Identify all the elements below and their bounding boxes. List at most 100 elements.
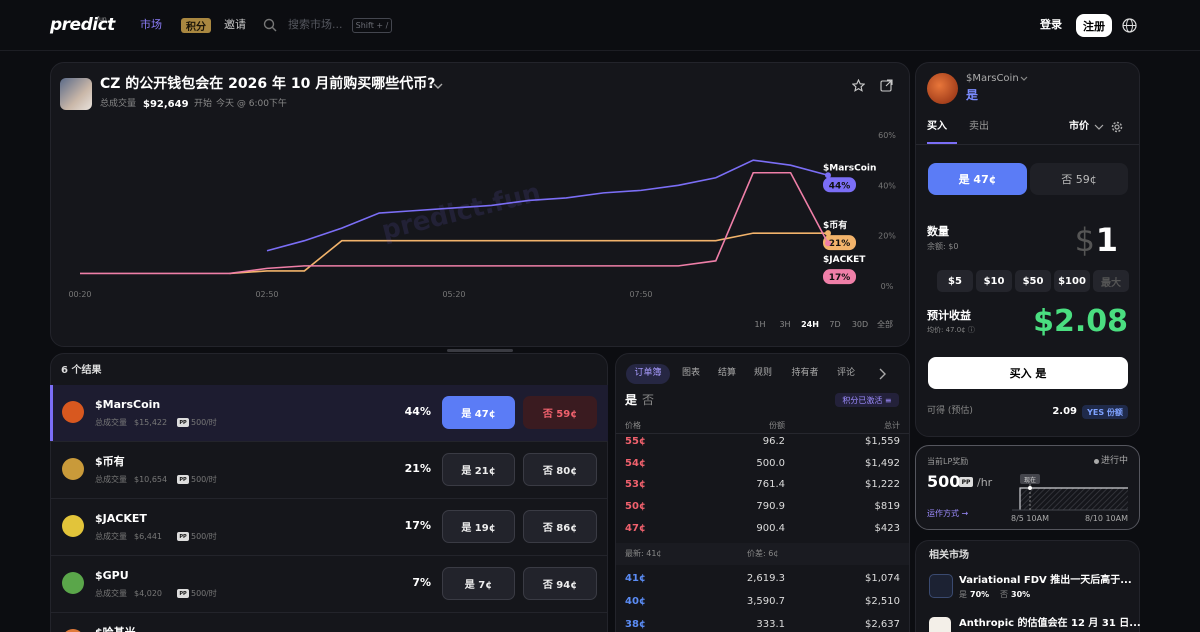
last-price: 最新: 41¢ <box>625 549 662 559</box>
order-price[interactable]: 38¢ <box>625 618 646 630</box>
related-icon <box>929 617 951 632</box>
orderbook-tab[interactable]: 规则 <box>753 368 773 379</box>
buy-yes-button[interactable]: 是 47¢ <box>442 396 515 429</box>
order-shares: 3,590.7 <box>746 595 785 607</box>
orderbook-tab[interactable]: 图表 <box>681 368 701 379</box>
share-button[interactable] <box>880 79 893 92</box>
outcome-icon <box>62 458 84 480</box>
outcome-name[interactable]: $哈基米 <box>95 626 136 632</box>
lp-start: 8/5 10AM <box>1011 514 1049 524</box>
outcome-tab[interactable]: 是 <box>625 392 638 407</box>
nav-link[interactable]: 邀请 <box>224 18 246 32</box>
related-icon <box>929 574 953 598</box>
range-button[interactable]: 24H <box>801 320 819 330</box>
start-time: 今天 @ 6:00下午 <box>216 99 287 110</box>
header-divider <box>0 50 1200 51</box>
points: 500 <box>191 418 207 428</box>
orderbook-tab[interactable]: 订单簿 <box>634 368 662 379</box>
quick-amount[interactable]: $5 <box>937 270 973 292</box>
orderbook-tab[interactable]: 持有者 <box>791 368 819 379</box>
now-tag: 现在 <box>1020 474 1040 484</box>
outcome-name[interactable]: $GPU <box>95 569 129 583</box>
status-dot <box>1094 459 1099 464</box>
buy-no-button[interactable]: 否 80¢ <box>523 453 597 486</box>
range-button[interactable]: 7D <box>829 320 841 330</box>
shortcut-hint: Shift + / <box>352 18 392 33</box>
quick-amount[interactable]: 最大 <box>1093 270 1129 292</box>
related-market[interactable]: Anthropic 的估值会在 12 月 31 日... <box>959 617 1141 629</box>
range-button[interactable]: 3H <box>779 320 791 330</box>
outcome-volume: $10,654 <box>134 475 168 485</box>
rate-unit: /时 <box>206 589 217 599</box>
order-shares: 96.2 <box>762 435 785 447</box>
search-input[interactable]: 搜索市场... <box>288 18 343 32</box>
related-no: 否 <box>1000 590 1008 600</box>
order-price[interactable]: 54¢ <box>625 457 646 469</box>
lp-mini-chart <box>1012 484 1128 511</box>
buy-no-button[interactable]: 否 59¢ <box>523 396 597 429</box>
how-it-works[interactable]: 运作方式 → <box>927 509 969 519</box>
avg-price: 均价: 47.0¢ ⓘ <box>927 325 975 334</box>
x-tick-label: 00:20 <box>68 290 91 299</box>
buy-tab[interactable]: 买入 <box>927 120 947 132</box>
related-market[interactable]: Variational FDV 推出一天后高于... <box>959 574 1132 586</box>
lp-end: 8/10 10AM <box>1084 514 1128 524</box>
receive-unit: YES 份额 <box>1082 405 1128 419</box>
tabs-next[interactable] <box>877 368 887 380</box>
token-side: 是 <box>966 87 979 102</box>
outcome-icon <box>62 401 84 423</box>
order-price[interactable]: 53¢ <box>625 479 646 491</box>
legend-label: $JACKET <box>823 255 866 265</box>
no-toggle[interactable]: 否 59¢ <box>1030 163 1128 195</box>
order-type-chevron[interactable] <box>1094 122 1104 132</box>
order-type[interactable]: 市价 <box>1069 120 1089 132</box>
buy-no-button[interactable]: 否 94¢ <box>523 567 597 600</box>
x-tick-label: 02:50 <box>255 290 278 299</box>
token-chevron[interactable] <box>1019 74 1029 84</box>
title-chevron[interactable] <box>432 80 444 92</box>
range-button[interactable]: 全部 <box>877 320 893 330</box>
order-price[interactable]: 50¢ <box>625 501 646 513</box>
end-point <box>825 240 831 247</box>
outcome-name[interactable]: $MarsCoin <box>95 398 161 412</box>
buy-yes-button[interactable]: 是 19¢ <box>442 510 515 543</box>
order-price[interactable]: 47¢ <box>625 523 646 534</box>
nav-points[interactable]: 积分 <box>181 18 211 33</box>
language-button[interactable] <box>1122 18 1137 33</box>
sell-tab[interactable]: 卖出 <box>969 120 989 132</box>
buy-no-button[interactable]: 否 86¢ <box>523 510 597 543</box>
amount-input[interactable]: 1 <box>1095 221 1118 260</box>
outcome-name[interactable]: $JACKET <box>95 512 147 526</box>
submit-button[interactable]: 买入 是 <box>928 357 1128 389</box>
buy-yes-button[interactable]: 是 7¢ <box>442 567 515 600</box>
nav-link[interactable]: 市场 <box>140 18 162 32</box>
quick-amount[interactable]: $100 <box>1054 270 1090 292</box>
outcome-tab[interactable]: 否 <box>642 392 655 407</box>
selected-row[interactable] <box>50 385 608 441</box>
order-price[interactable]: 41¢ <box>625 572 646 584</box>
volume-label: 总成交量 <box>95 532 127 542</box>
logo: predict <box>50 15 115 36</box>
chance: 44% <box>404 405 431 419</box>
value-badge <box>823 269 856 285</box>
range-button[interactable]: 30D <box>851 320 869 330</box>
favorite-button[interactable] <box>852 79 865 92</box>
volume-label: 总成交量 <box>95 589 127 599</box>
yes-toggle[interactable]: 是 47¢ <box>928 163 1027 195</box>
value-badge <box>823 235 856 251</box>
outcome-name[interactable]: $币有 <box>95 455 125 469</box>
quick-amount[interactable]: $50 <box>1015 270 1051 292</box>
token-icon <box>927 73 958 104</box>
orderbook-tab[interactable]: 结算 <box>717 368 737 379</box>
related-yes-pct: 70% <box>970 590 990 600</box>
quick-amount[interactable]: $10 <box>976 270 1012 292</box>
login-button[interactable]: 登录 <box>1040 18 1062 32</box>
range-button[interactable]: 1H <box>754 320 766 330</box>
order-price[interactable]: 40¢ <box>625 595 646 607</box>
settings-icon[interactable] <box>1111 121 1123 133</box>
register-button[interactable]: 注册 <box>1076 14 1112 37</box>
buy-yes-button[interactable]: 是 21¢ <box>442 453 515 486</box>
order-price[interactable]: 55¢ <box>625 435 646 447</box>
spread: 价差: 6¢ <box>747 549 779 559</box>
orderbook-tab[interactable]: 评论 <box>836 368 856 379</box>
